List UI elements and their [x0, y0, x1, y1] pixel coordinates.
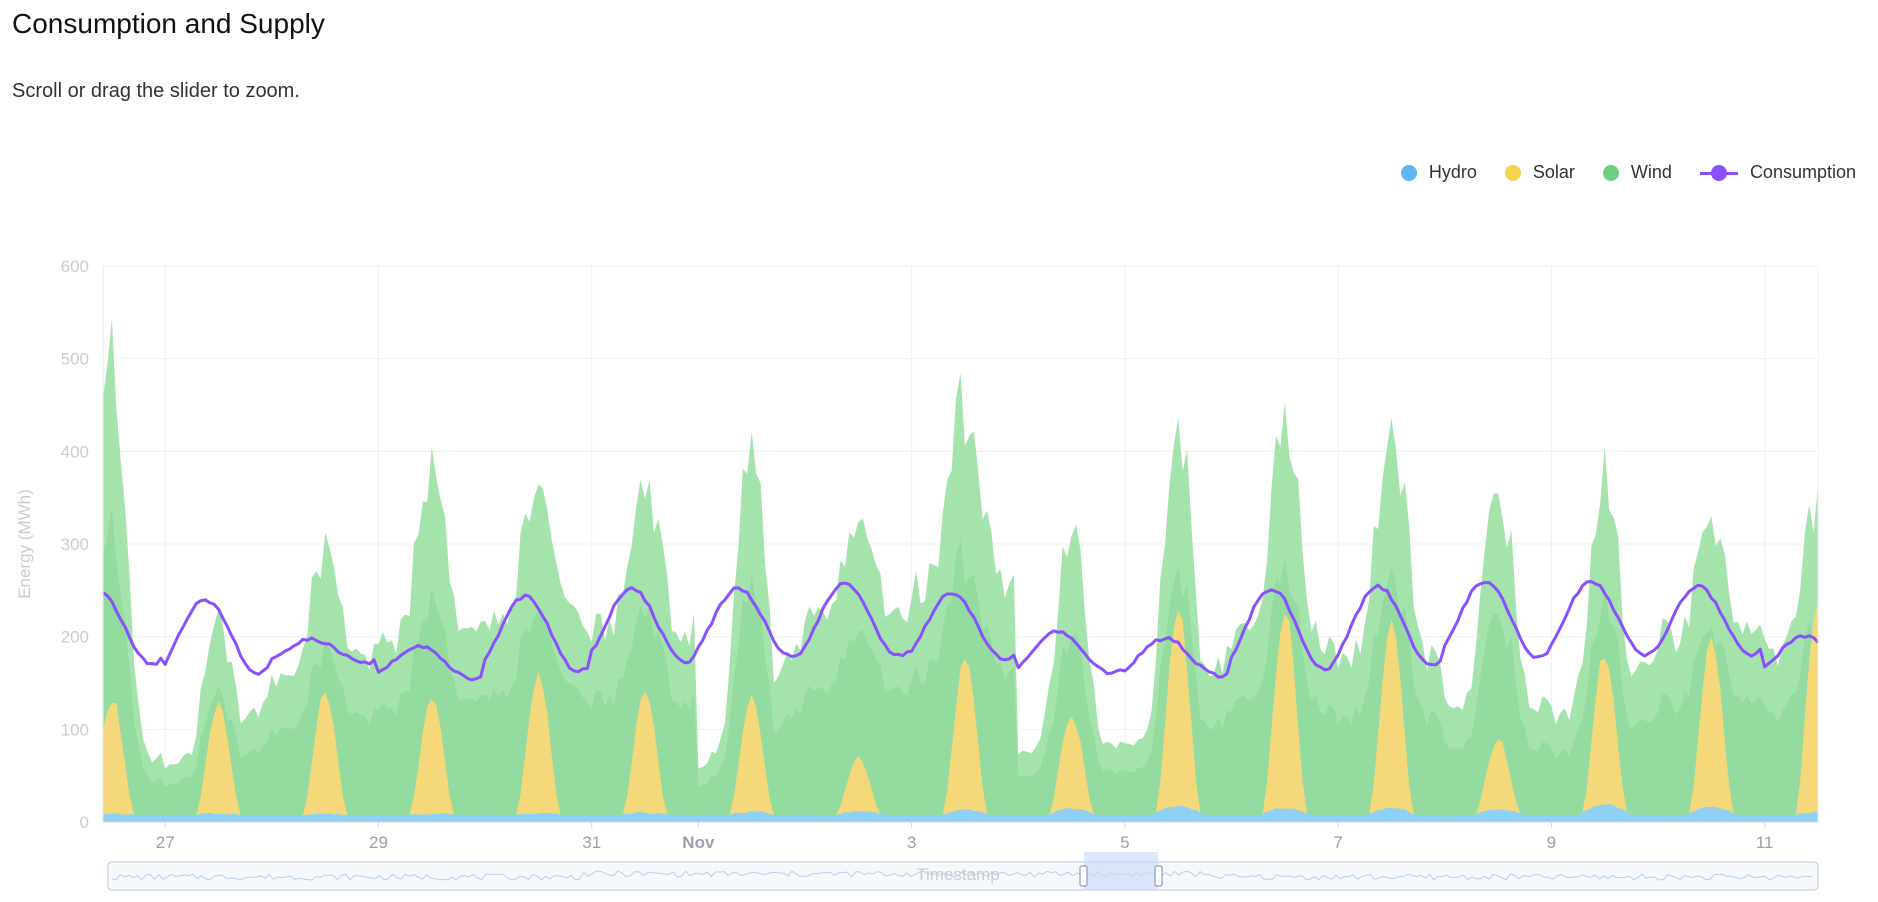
legend-label: Solar — [1532, 162, 1575, 182]
hydro-area — [103, 804, 1818, 822]
legend-label: Hydro — [1428, 162, 1477, 182]
legend-item-consumption[interactable]: Consumption — [1699, 162, 1856, 183]
slider-track[interactable] — [107, 861, 1819, 891]
y-tick-label: 400 — [61, 442, 89, 461]
x-tick-label: 3 — [907, 833, 916, 852]
legend-label: Consumption — [1749, 162, 1856, 182]
zoom-slider[interactable]: Timestamp — [107, 852, 1819, 891]
x-tick-label: 7 — [1333, 833, 1342, 852]
solar-area — [103, 602, 1818, 817]
x-tick-label: 9 — [1547, 833, 1556, 852]
consumption-legend-icon — [1699, 164, 1738, 181]
chart-legend: Hydro Solar Wind Consumption — [1400, 162, 1856, 183]
y-axis-label: Energy (MWh) — [15, 489, 34, 599]
x-tick-label: 5 — [1120, 833, 1129, 852]
legend-label: Wind — [1630, 162, 1672, 182]
wind-legend-icon — [1602, 164, 1619, 181]
y-tick-label: 100 — [61, 720, 89, 739]
x-tick-label: 27 — [156, 833, 175, 852]
slider-right-handle[interactable] — [1154, 865, 1163, 887]
chart-axes: 0 100 200 300 400 500 600 27 29 31 Nov 3 5 7 9 11 Energy… — [15, 257, 1819, 852]
slider-preview — [111, 870, 1813, 881]
x-axis-label: Timestamp — [916, 865, 999, 884]
consumption-line — [102, 580, 1820, 682]
y-tick-label: 0 — [80, 813, 89, 832]
x-tick-label: 29 — [369, 833, 388, 852]
y-tick-label: 600 — [61, 257, 89, 276]
hydro-legend-icon — [1400, 164, 1417, 181]
x-tick-label: 31 — [582, 833, 601, 852]
legend-item-wind[interactable]: Wind — [1602, 162, 1672, 183]
page-title: Consumption and Supply — [12, 8, 325, 39]
y-tick-label: 200 — [61, 628, 89, 647]
y-tick-label: 300 — [61, 535, 89, 554]
legend-item-hydro[interactable]: Hydro — [1400, 162, 1477, 183]
x-tick-label: Nov — [682, 833, 715, 852]
slider-left-handle[interactable] — [1079, 865, 1088, 887]
page-subtitle: Scroll or drag the slider to zoom. — [12, 80, 300, 102]
x-tick-label: 11 — [1756, 833, 1774, 852]
slider-window[interactable] — [1084, 852, 1158, 890]
solar-legend-icon — [1504, 164, 1521, 181]
chart-line — [102, 580, 1820, 682]
legend-item-solar[interactable]: Solar — [1504, 162, 1575, 183]
y-tick-label: 500 — [61, 350, 89, 369]
chart-areas — [103, 319, 1818, 822]
